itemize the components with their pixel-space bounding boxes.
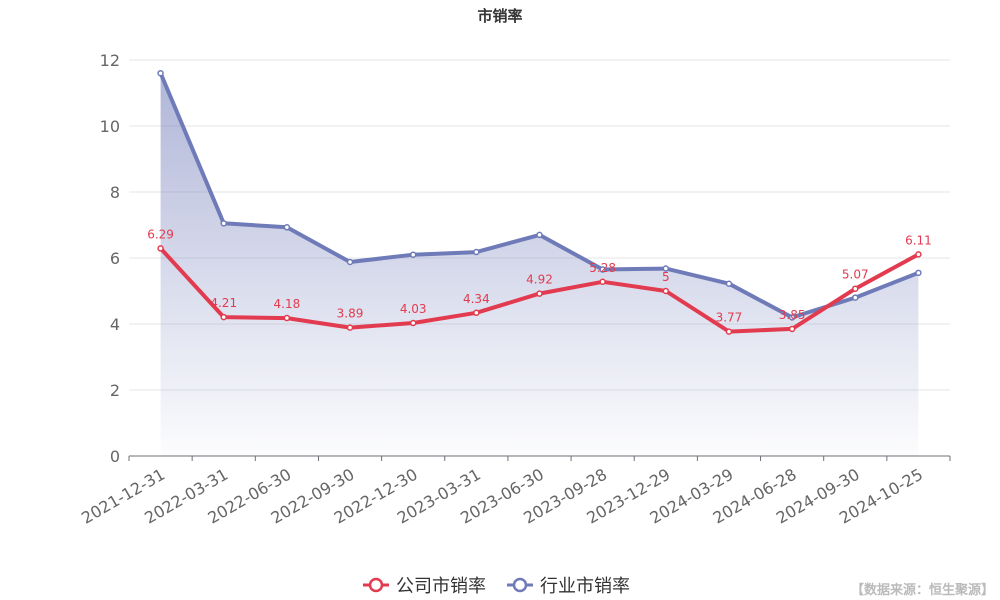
data-point bbox=[725, 328, 733, 335]
chart-title: 市销率 bbox=[477, 7, 522, 25]
data-point bbox=[409, 319, 417, 327]
data-point bbox=[157, 245, 164, 252]
data-point bbox=[788, 325, 796, 333]
data-point bbox=[915, 251, 922, 258]
data-label: 4.92 bbox=[526, 273, 553, 287]
data-point bbox=[473, 309, 480, 317]
y-tick-label: 12 bbox=[100, 51, 120, 70]
data-label: 5.07 bbox=[842, 268, 869, 282]
data-point bbox=[788, 314, 796, 321]
data-point bbox=[536, 231, 543, 239]
y-tick-label: 6 bbox=[110, 249, 120, 268]
data-point bbox=[157, 69, 164, 77]
data-point bbox=[220, 220, 227, 227]
data-label: 3.85 bbox=[779, 308, 806, 322]
data-label: 4.34 bbox=[463, 292, 490, 306]
y-tick-label: 2 bbox=[110, 381, 120, 400]
legend[interactable]: 公司市销率 行业市销率 bbox=[363, 576, 630, 597]
y-tick-label: 8 bbox=[110, 183, 120, 202]
y-tick-label: 4 bbox=[110, 315, 120, 334]
data-label: 4.18 bbox=[274, 297, 301, 311]
data-point bbox=[915, 269, 922, 277]
data-label: 4.21 bbox=[210, 296, 237, 310]
data-label: 6.11 bbox=[905, 233, 932, 247]
legend-item-label: 公司市销率 bbox=[396, 576, 486, 597]
data-point bbox=[599, 266, 606, 273]
data-label: 3.77 bbox=[716, 311, 743, 325]
data-label: 4.03 bbox=[400, 302, 427, 316]
data-label: 5 bbox=[662, 270, 670, 284]
data-point bbox=[220, 313, 227, 321]
data-label: 5.28 bbox=[589, 261, 616, 275]
data-point bbox=[852, 294, 859, 301]
legend-swatch-marker bbox=[368, 577, 384, 593]
data-point bbox=[599, 278, 606, 286]
data-point bbox=[662, 287, 670, 295]
data-point bbox=[725, 280, 733, 287]
data-point bbox=[346, 258, 354, 266]
data-label: 3.89 bbox=[337, 307, 364, 321]
data-point bbox=[346, 324, 354, 331]
source-note: 【数据来源：恒生聚源】 bbox=[851, 582, 994, 598]
data-point bbox=[536, 290, 543, 297]
y-tick-label: 0 bbox=[110, 447, 120, 466]
legend-swatch-marker bbox=[512, 577, 528, 593]
data-point bbox=[662, 265, 670, 272]
data-point bbox=[473, 248, 480, 256]
legend-item-label: 行业市销率 bbox=[540, 576, 630, 597]
data-point bbox=[283, 314, 291, 322]
data-point bbox=[283, 224, 291, 231]
series-area-1 bbox=[160, 73, 919, 456]
y-tick-label: 10 bbox=[100, 117, 120, 136]
data-point bbox=[409, 251, 417, 258]
data-point bbox=[852, 285, 859, 292]
series-layer: 6.29 4.21 4.18 3.89 4.03 4.34 4.92 5.28 5 3.77 3.8… bbox=[147, 69, 932, 456]
data-label: 6.29 bbox=[147, 227, 174, 241]
